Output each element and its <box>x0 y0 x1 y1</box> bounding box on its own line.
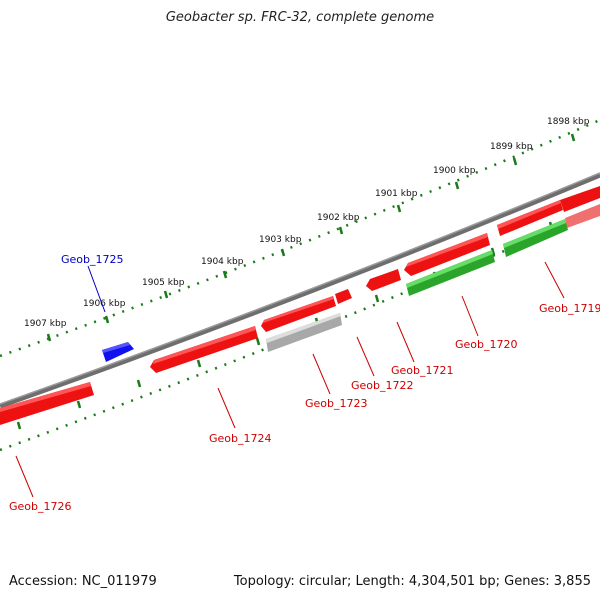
kbp-label: 1901 kbp <box>375 189 418 199</box>
kbp-label: 1906 kbp <box>83 299 126 309</box>
tick-1899 <box>512 157 518 166</box>
gene-geob-1723[interactable] <box>266 313 342 352</box>
tick-1907 <box>46 333 52 342</box>
tick-1904 <box>222 270 228 279</box>
kbp-label: 1904 kbp <box>201 257 244 267</box>
gene-label-geob-1724: Geob_1724 <box>209 432 272 445</box>
kbp-label: 1903 kbp <box>259 235 302 245</box>
tick-1900 <box>454 181 460 190</box>
gene-label-geob-1722: Geob_1722 <box>351 379 414 392</box>
tick-1898 <box>570 133 576 142</box>
accession-text: Accession: NC_011979 <box>9 574 157 589</box>
gene-label-geob-1725: Geob_1725 <box>61 253 124 266</box>
gene-features[interactable] <box>0 186 600 425</box>
tick-1901 <box>396 204 402 213</box>
label-leaders <box>15 261 565 498</box>
genome-backbone <box>0 172 600 409</box>
kbp-label: 1898 kbp <box>547 117 590 127</box>
kbp-label: 1907 kbp <box>24 319 67 329</box>
tick-1902 <box>338 226 344 235</box>
gene-label-geob-1723: Geob_1723 <box>305 397 368 410</box>
gene-geob-1720[interactable] <box>406 219 568 296</box>
kbp-labels: 1898 kbp 1899 kbp 1900 kbp 1901 kbp 1902… <box>24 117 590 329</box>
gene-geob-1722[interactable] <box>261 289 352 332</box>
outer-major-ticks <box>46 133 576 342</box>
tick-1903 <box>280 248 286 257</box>
gene-label-geob-1720: Geob_1720 <box>455 338 518 351</box>
gene-labels: Geob_1719 Geob_1720 Geob_1721 Geob_1722 … <box>9 253 600 513</box>
kbp-label: 1900 kbp <box>433 166 476 176</box>
genome-summary-text: Topology: circular; Length: 4,304,501 bp… <box>233 574 591 589</box>
gene-label-geob-1726: Geob_1726 <box>9 500 72 513</box>
gene-geob-1726[interactable] <box>0 382 94 425</box>
kbp-label: 1902 kbp <box>317 213 360 223</box>
map-title: Geobacter sp. FRC-32, complete genome <box>165 10 435 25</box>
kbp-label: 1899 kbp <box>490 142 533 152</box>
tick-1905 <box>163 290 169 299</box>
gene-geob-1724[interactable] <box>150 326 258 373</box>
tick-1906 <box>104 315 110 324</box>
gene-geob-1725[interactable] <box>102 342 134 362</box>
gene-geob-1721[interactable] <box>366 233 490 291</box>
genome-backbone-highlight <box>0 172 600 405</box>
gene-geob-1719[interactable] <box>497 186 600 236</box>
outer-tick-ruler <box>0 118 600 358</box>
gene-label-geob-1719: Geob_1719 <box>539 302 600 315</box>
gene-label-geob-1721: Geob_1721 <box>391 364 454 377</box>
kbp-label: 1905 kbp <box>142 278 185 288</box>
